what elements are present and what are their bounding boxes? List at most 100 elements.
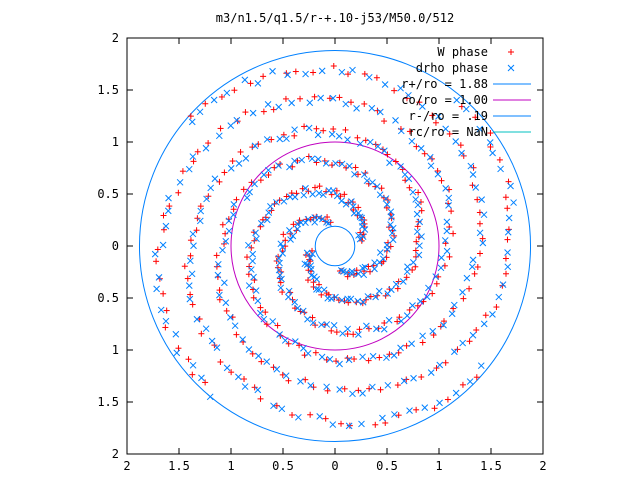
data-point — [187, 237, 194, 244]
data-point — [276, 135, 284, 143]
data-point — [276, 197, 283, 204]
data-point — [162, 317, 170, 325]
data-point — [392, 158, 399, 165]
data-point — [480, 211, 488, 219]
data-point — [153, 285, 160, 293]
data-point — [190, 158, 197, 165]
y-tick-label: 2 — [112, 31, 119, 45]
data-point — [365, 357, 372, 364]
data-point — [284, 71, 291, 79]
data-point — [160, 290, 167, 297]
data-point — [216, 291, 223, 299]
data-point — [223, 307, 230, 314]
data-point — [198, 330, 205, 337]
data-point — [416, 242, 423, 250]
data-point — [277, 284, 285, 292]
data-point — [383, 354, 390, 362]
y-tick-label: 1 — [112, 135, 119, 149]
data-point — [288, 99, 296, 107]
data-point — [413, 406, 420, 413]
data-point — [305, 277, 312, 284]
data-point — [479, 239, 487, 247]
data-point — [181, 263, 188, 270]
data-point — [270, 364, 277, 371]
data-point — [477, 362, 485, 370]
data-point — [326, 355, 334, 363]
data-point — [345, 356, 353, 364]
data-point — [196, 217, 204, 225]
data-point — [377, 386, 384, 393]
data-point — [413, 238, 420, 245]
data-point — [505, 214, 513, 222]
data-point — [348, 270, 356, 278]
data-point — [434, 170, 442, 178]
data-point — [397, 127, 405, 135]
data-point — [202, 379, 209, 386]
data-point — [291, 132, 298, 139]
data-point — [381, 147, 388, 155]
data-point — [406, 184, 413, 191]
data-point — [285, 340, 292, 347]
data-point — [304, 315, 311, 323]
data-point — [419, 332, 426, 340]
data-point — [480, 320, 488, 328]
data-point — [495, 293, 503, 301]
data-point — [359, 389, 366, 397]
data-point — [444, 396, 451, 403]
data-point — [215, 132, 223, 140]
data-point — [274, 264, 281, 271]
data-point — [367, 293, 374, 300]
data-point — [184, 275, 191, 282]
data-point — [332, 293, 339, 301]
data-point — [379, 255, 387, 263]
data-point — [282, 237, 289, 244]
data-point — [397, 163, 404, 170]
data-point — [348, 198, 355, 205]
data-point — [401, 171, 409, 178]
data-point — [231, 87, 238, 94]
data-point — [452, 138, 460, 145]
data-point — [392, 117, 399, 124]
data-point — [349, 66, 356, 74]
data-point — [361, 263, 369, 271]
data-point — [413, 210, 421, 218]
data-point — [247, 266, 255, 273]
data-point — [308, 155, 316, 163]
data-point — [325, 219, 332, 227]
data-point — [231, 322, 239, 330]
data-point — [242, 154, 250, 162]
data-point — [349, 203, 357, 210]
data-point — [333, 187, 340, 194]
data-point — [442, 359, 449, 366]
data-point — [430, 332, 437, 339]
data-point — [311, 214, 319, 221]
data-point — [302, 376, 309, 383]
data-point — [437, 323, 444, 330]
data-point — [376, 249, 384, 256]
data-point — [254, 386, 262, 394]
data-point — [507, 182, 514, 190]
data-point — [306, 99, 314, 107]
data-point — [381, 118, 388, 125]
data-point — [249, 250, 257, 258]
data-point — [446, 253, 453, 260]
data-point — [291, 193, 299, 201]
data-point — [344, 325, 352, 333]
data-point — [187, 291, 194, 298]
data-point — [458, 149, 465, 157]
x-tick-label: 0.5 — [376, 459, 398, 473]
data-point — [389, 224, 397, 232]
data-point — [303, 249, 311, 257]
data-point — [476, 229, 484, 237]
data-point — [275, 103, 283, 111]
data-point — [387, 286, 395, 294]
data-point — [282, 372, 290, 380]
data-point — [260, 315, 268, 323]
data-point — [312, 349, 319, 356]
data-point — [429, 290, 436, 297]
data-point — [356, 213, 364, 221]
data-point — [155, 273, 163, 281]
data-point — [225, 227, 233, 235]
data-point — [450, 301, 458, 309]
